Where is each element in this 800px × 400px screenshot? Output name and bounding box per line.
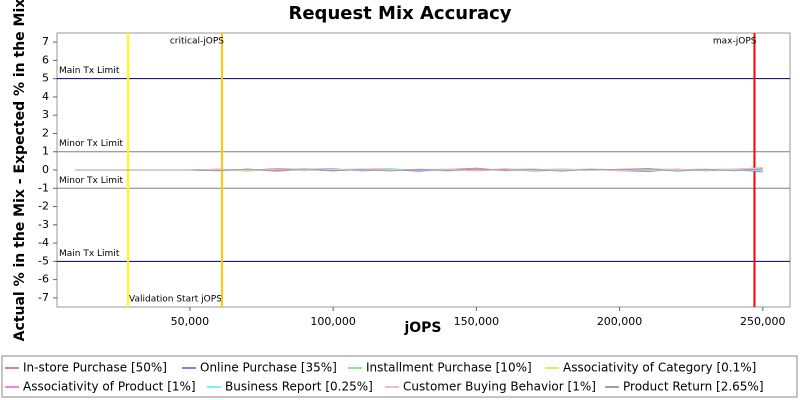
y-tick-label: -7 <box>38 291 49 304</box>
y-tick-label: 2 <box>42 126 49 139</box>
x-tick-label: 50,000 <box>171 315 210 328</box>
y-tick-label: -1 <box>38 181 49 194</box>
legend-label: Business Report [0.25%] <box>225 380 373 394</box>
legend-label: Associativity of Product [1%] <box>23 380 196 394</box>
marker-label: critical-jOPS <box>170 37 224 47</box>
legend-label: Customer Buying Behavior [1%] <box>403 380 596 394</box>
y-tick-label: 5 <box>42 72 49 85</box>
y-tick-label: 1 <box>42 145 49 158</box>
legend-box <box>1 355 798 398</box>
y-tick-label: 4 <box>42 90 49 103</box>
y-tick-label: 7 <box>42 35 49 48</box>
legend-label: Associativity of Category [0.1%] <box>563 361 756 375</box>
x-axis-label: jOPS <box>403 320 441 336</box>
x-tick-label: 100,000 <box>310 315 356 328</box>
marker-label: Validation Start jOPS <box>129 295 222 305</box>
y-tick-label: 3 <box>42 108 49 121</box>
limit-label: Minor Tx Limit <box>59 139 124 149</box>
marker-label: max-jOPS <box>713 37 757 47</box>
y-tick-label: 0 <box>42 163 49 176</box>
y-tick-label: -2 <box>38 200 49 213</box>
y-tick-label: -5 <box>38 254 49 267</box>
series-line <box>75 168 763 172</box>
x-tick-label: 200,000 <box>597 315 643 328</box>
legend-label: Online Purchase [35%] <box>200 361 337 375</box>
legend-label: Product Return [2.65%] <box>623 380 764 394</box>
limit-label: Main Tx Limit <box>59 249 120 259</box>
x-tick-label: 150,000 <box>454 315 500 328</box>
limit-label: Main Tx Limit <box>59 66 120 76</box>
x-tick-label: 250,000 <box>740 315 786 328</box>
y-tick-label: -4 <box>38 236 49 249</box>
y-axis-label: Actual % in the Mix - Expected % in the … <box>12 0 28 341</box>
chart-title: Request Mix Accuracy <box>288 3 511 24</box>
y-tick-label: -6 <box>38 273 49 286</box>
limit-label: Minor Tx Limit <box>59 176 124 186</box>
legend-label: Installment Purchase [10%] <box>366 361 532 375</box>
y-tick-label: 6 <box>42 53 49 66</box>
legend-label: In-store Purchase [50%] <box>23 361 167 375</box>
y-tick-label: -3 <box>38 218 49 231</box>
